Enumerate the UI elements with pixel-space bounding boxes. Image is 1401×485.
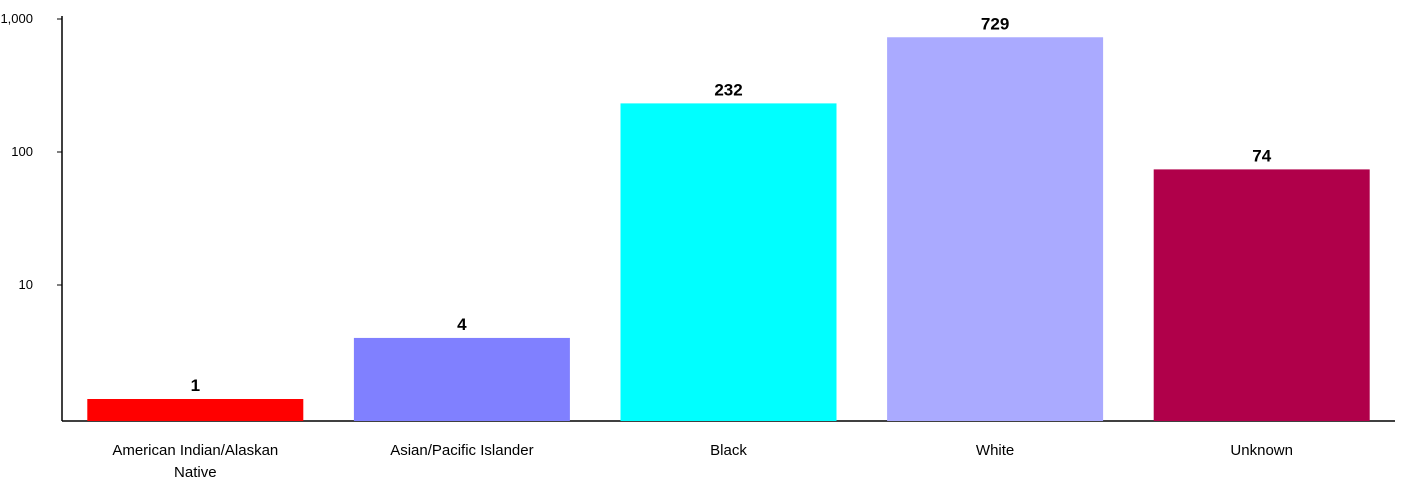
y-tick-label: 100	[11, 144, 33, 159]
data-label: 232	[714, 80, 742, 99]
data-label: 1	[191, 376, 200, 395]
bar	[353, 337, 570, 421]
category-labels: American Indian/Alaskan Native Asian/Pacif…	[112, 442, 1293, 481]
y-axis: 10 100 1,000	[0, 11, 63, 421]
y-tick-label: 10	[19, 277, 33, 292]
bars	[87, 37, 1370, 422]
bar	[620, 103, 837, 421]
bar	[887, 37, 1104, 422]
category-label: American Indian/Alaskan	[112, 442, 278, 459]
category-label: Black	[710, 442, 747, 459]
bar	[87, 399, 304, 421]
category-label: Asian/Pacific Islander	[390, 442, 533, 459]
y-tick-label: 1,000	[0, 11, 33, 26]
category-label: White	[976, 442, 1014, 459]
category-label: Native	[174, 464, 217, 481]
bar	[1153, 169, 1370, 421]
data-label: 4	[457, 315, 467, 334]
data-labels: 1 4 232 729 74	[191, 14, 1272, 395]
data-label: 74	[1252, 146, 1271, 165]
data-label: 729	[981, 14, 1009, 33]
category-label: Unknown	[1230, 442, 1293, 459]
